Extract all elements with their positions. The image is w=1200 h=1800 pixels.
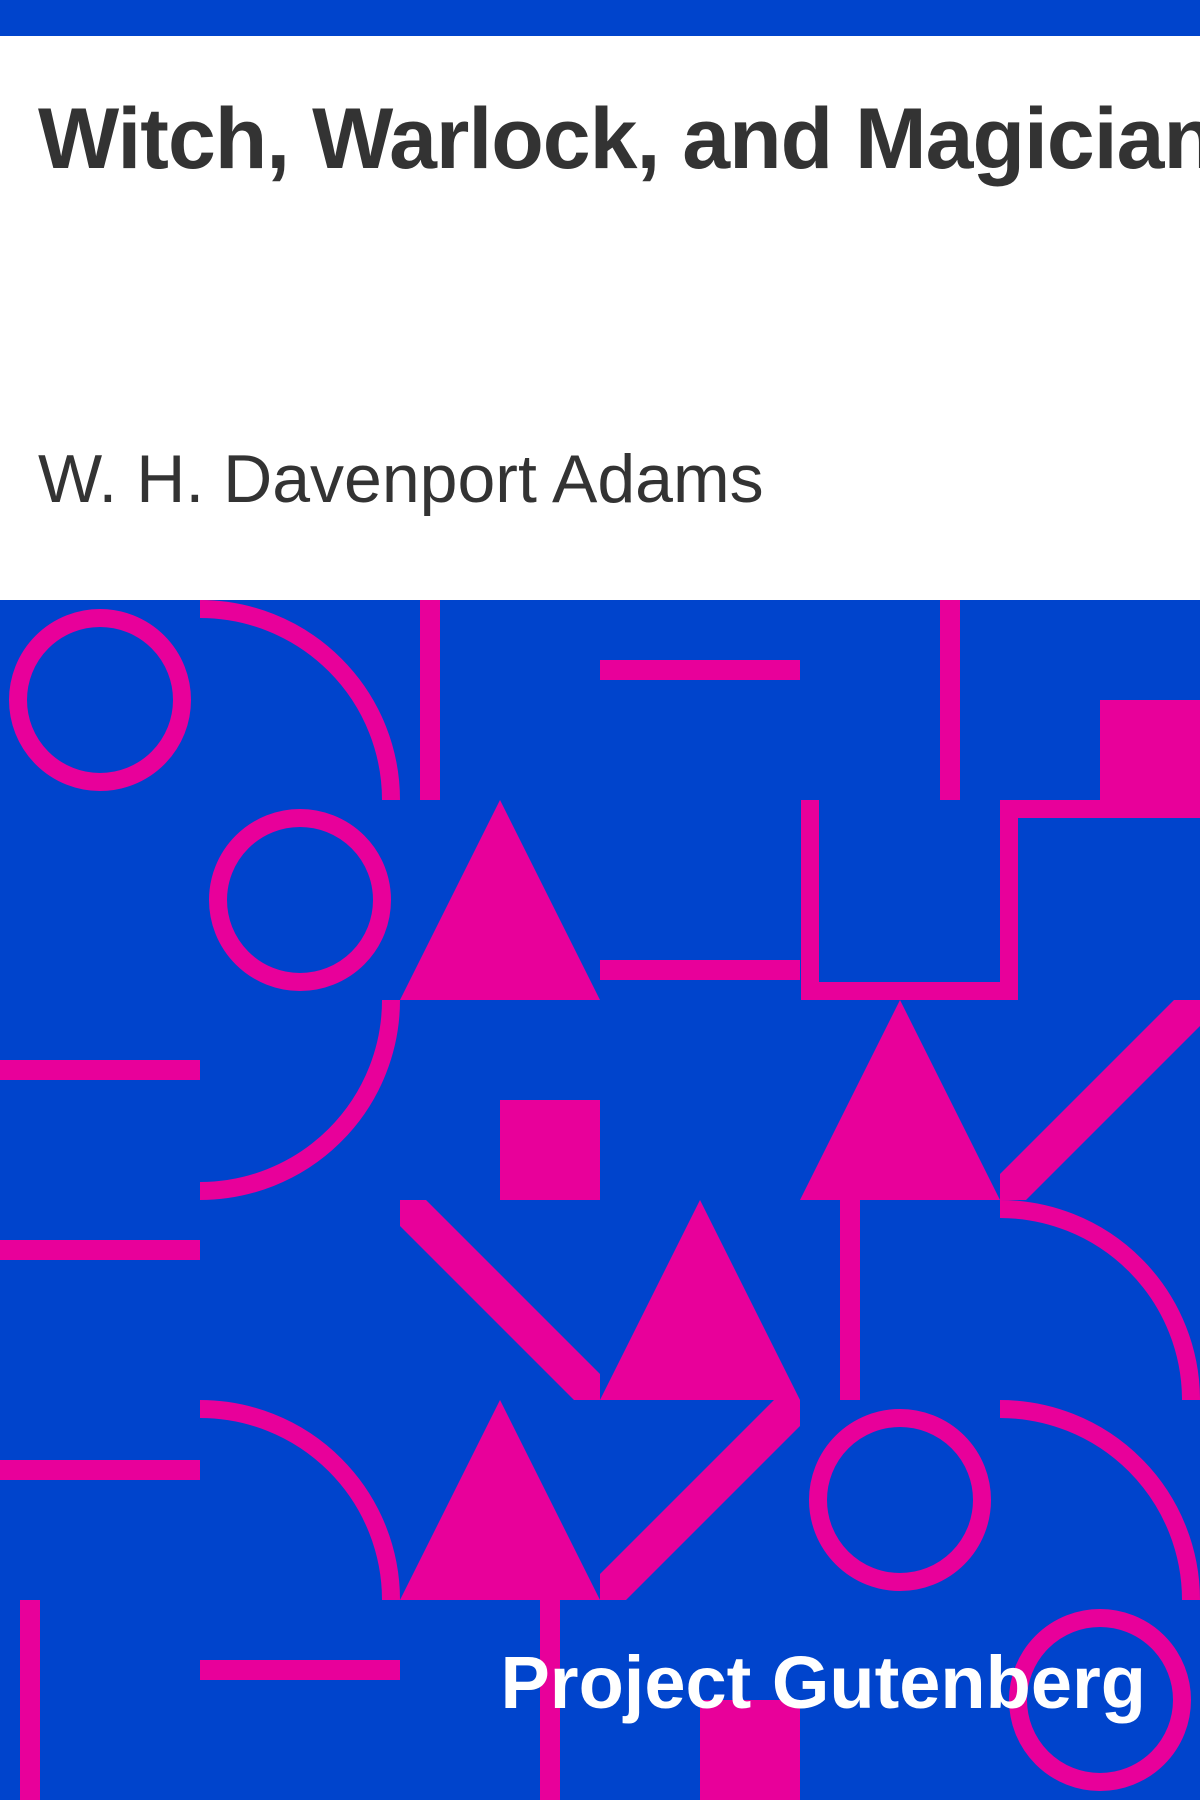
pattern-triangle	[800, 1000, 1000, 1200]
pattern-square	[500, 1100, 600, 1200]
pattern-bar	[540, 1600, 560, 1800]
book-title: Witch, Warlock, and Magician	[38, 91, 1200, 187]
pattern-bar	[0, 1460, 200, 1480]
pattern-bar	[20, 1600, 40, 1800]
pattern-square	[700, 1700, 800, 1800]
pattern-arc	[199, 999, 400, 1200]
cover-pattern	[0, 600, 1200, 1800]
pattern-bar	[0, 1240, 200, 1260]
book-author: W. H. Davenport Adams	[38, 441, 764, 517]
pattern-triangle	[600, 1200, 800, 1400]
pattern-circle	[809, 1409, 991, 1591]
pattern-triangle	[400, 800, 600, 1000]
pattern-arc	[199, 600, 400, 801]
pattern-bar	[600, 660, 800, 680]
pattern-triangle	[400, 1400, 600, 1600]
pattern-diagonal	[600, 1400, 800, 1600]
pattern-bar	[840, 1200, 860, 1400]
top-color-band	[0, 0, 1200, 36]
pattern-circle	[209, 809, 391, 991]
pattern-circle	[1009, 1609, 1191, 1791]
pattern-diagonal	[400, 1200, 600, 1400]
pattern-bar	[420, 600, 440, 800]
pattern-circle	[9, 609, 191, 791]
pattern-arc	[999, 1200, 1200, 1401]
pattern-bar	[940, 600, 960, 800]
pattern-arc	[999, 1400, 1200, 1601]
pattern-step	[801, 800, 1200, 1000]
pattern-bar	[0, 1060, 200, 1080]
pattern-bar	[600, 960, 800, 980]
pattern-bar	[200, 1660, 400, 1680]
pattern-arc	[199, 1400, 400, 1601]
pattern-diagonal	[1000, 1000, 1200, 1200]
publisher-label: Project Gutenberg	[500, 1641, 1146, 1724]
pattern-square	[1100, 700, 1200, 800]
